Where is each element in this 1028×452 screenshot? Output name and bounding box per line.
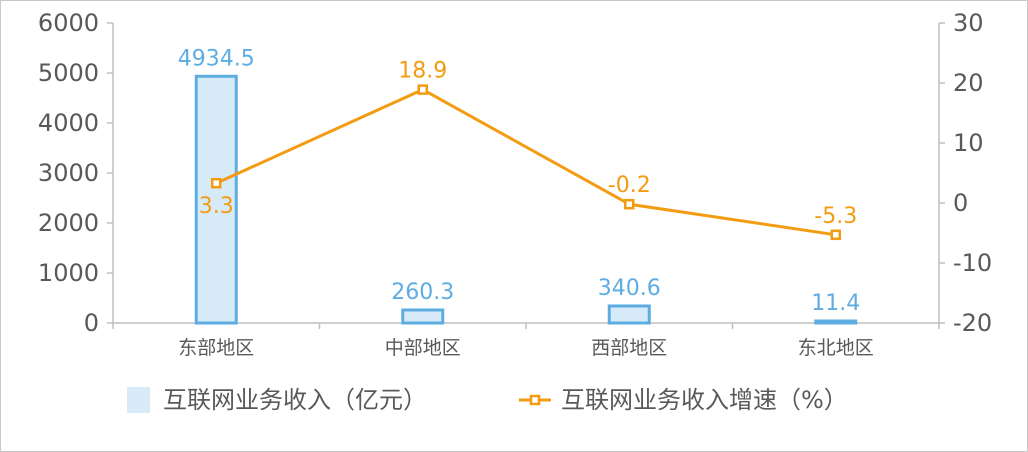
line-series (211, 84, 841, 241)
bar (814, 319, 858, 325)
line-point-marker (624, 198, 635, 210)
x-category-label: 东部地区 (178, 337, 254, 359)
data-labels: 4934.5 260.3 340.6 11.4 3.3 18.9 -0.2 -5.3 (178, 46, 860, 316)
y-right-tick-label: 20 (953, 69, 984, 97)
legend-bar-swatch (127, 387, 150, 413)
bar-series (194, 74, 858, 325)
y-right-tick-label: 0 (953, 189, 968, 217)
y-left-tick-label: 2000 (38, 209, 99, 237)
legend-line-marker (529, 394, 541, 406)
growth-line (215, 87, 836, 237)
y-right-tick-label: 30 (953, 9, 984, 37)
legend: 互联网业务收入（亿元） 互联网业务收入增速（%） (127, 386, 848, 414)
bar (194, 74, 238, 325)
legend-bar-label: 互联网业务收入（亿元） (163, 386, 427, 414)
bar (607, 304, 651, 325)
bar-value-label: 4934.5 (178, 46, 255, 71)
line-point-marker (830, 229, 841, 241)
y-left-tick-label: 5000 (38, 59, 99, 87)
y-right-tick-label: 10 (953, 129, 984, 157)
line-point-marker (211, 177, 222, 189)
line-value-label: -0.2 (608, 173, 651, 198)
bar (401, 308, 445, 325)
line-value-label: -5.3 (814, 204, 857, 229)
line-value-label: 18.9 (398, 59, 447, 84)
y-right-tick-label: -10 (953, 249, 992, 277)
x-category-label: 中部地区 (385, 337, 461, 359)
legend-line-label: 互联网业务收入增速（%） (561, 386, 848, 414)
x-category-label: 东北地区 (798, 337, 874, 359)
line-point-marker (417, 84, 428, 95)
bar-value-label: 11.4 (811, 291, 860, 316)
bar-value-label: 260.3 (391, 280, 454, 305)
y-left-tick-label: 6000 (38, 9, 99, 37)
y-left-tick-label: 4000 (38, 109, 99, 137)
y-left-tick-label: 1000 (38, 259, 99, 287)
bar-value-label: 340.6 (598, 276, 661, 301)
axes: 0 1000 2000 3000 4000 5000 6000 -20 -10 0 10 20 30 东部… (38, 9, 992, 359)
y-right-tick-label: -20 (953, 309, 992, 337)
y-left-tick-label: 0 (84, 309, 99, 337)
x-category-label: 西部地区 (591, 337, 667, 359)
y-left-tick-label: 3000 (38, 159, 99, 187)
line-value-label: 3.3 (199, 194, 234, 219)
